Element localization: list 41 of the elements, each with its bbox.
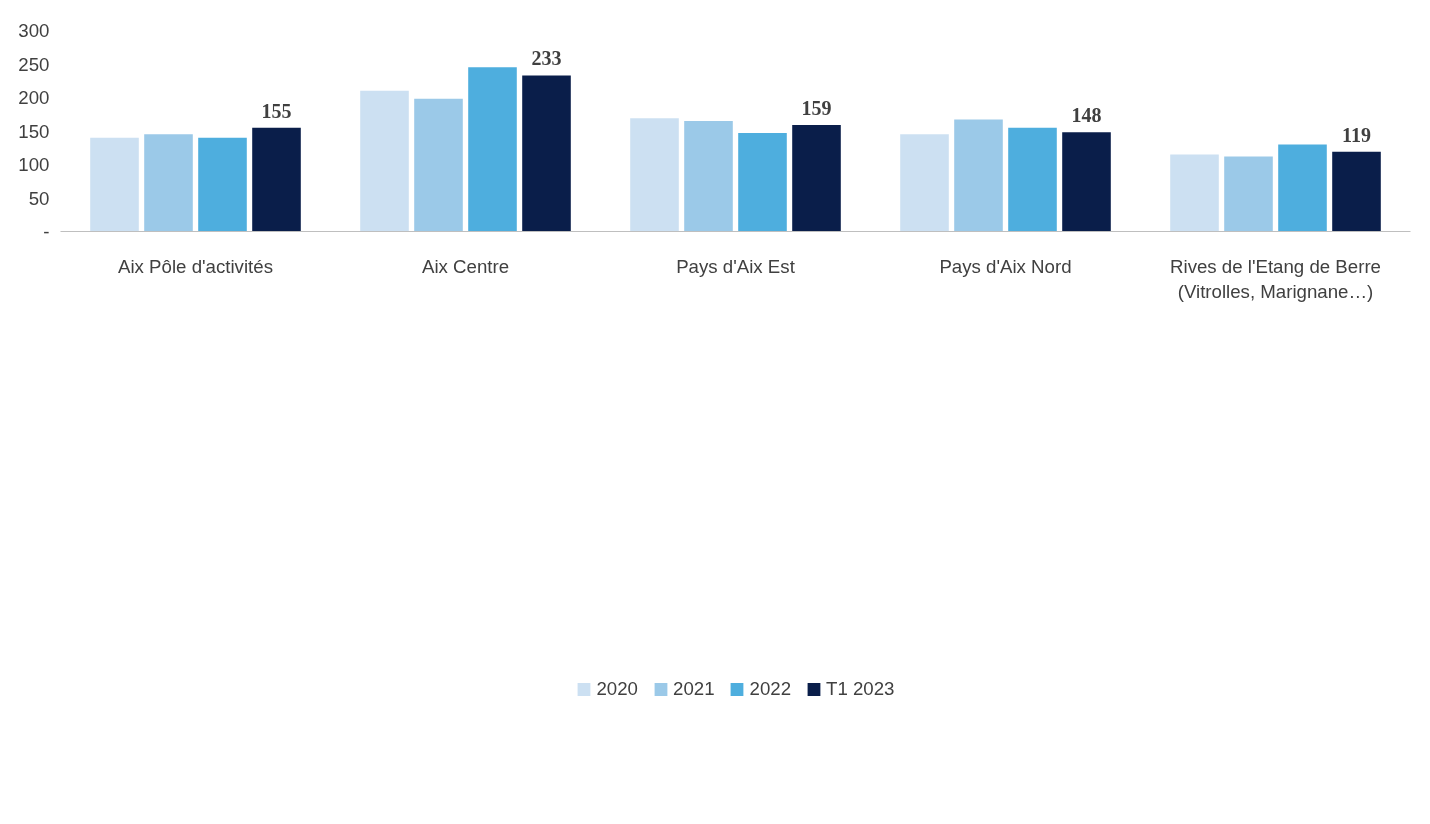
bar <box>684 120 733 232</box>
bar <box>954 119 1003 232</box>
x-tick-label: Aix Pôle d'activités <box>118 255 273 277</box>
legend-label: 2022 <box>749 677 792 700</box>
y-tick-label: - <box>43 221 50 242</box>
y-tick-label: 250 <box>18 53 50 75</box>
bar <box>522 75 571 232</box>
bar <box>414 98 463 232</box>
data-label: 119 <box>1342 123 1371 146</box>
x-tick-label: Rives de l'Etang de Berre (Vitrolles, Marignane…) <box>1170 255 1381 302</box>
y-tick-label: 150 <box>18 120 50 142</box>
legend-label: 2021 <box>673 677 715 700</box>
legend-label: T1 2023 <box>826 677 895 700</box>
bar <box>738 133 787 232</box>
y-tick-label: 300 <box>18 20 50 41</box>
data-label: 155 <box>261 99 292 122</box>
bar <box>90 137 139 232</box>
legend-label: 2020 <box>596 677 639 700</box>
bar <box>630 118 679 232</box>
bar <box>1008 127 1057 232</box>
bar <box>1224 156 1273 232</box>
bar <box>252 127 301 232</box>
x-tick-label: Pays d'Aix Nord <box>939 255 1072 277</box>
bar <box>792 124 841 232</box>
bar <box>144 134 193 232</box>
data-label: 159 <box>801 96 832 119</box>
bar <box>1170 154 1219 232</box>
x-tick-label: Aix Centre <box>421 255 510 277</box>
bar <box>360 90 409 232</box>
data-label: 148 <box>1071 104 1102 127</box>
x-tick-label: Pays d'Aix Est <box>676 255 796 277</box>
bar <box>1332 151 1381 232</box>
bar <box>900 134 949 232</box>
bar <box>1062 132 1111 232</box>
y-tick-label: 50 <box>28 187 50 209</box>
bar <box>1278 144 1327 232</box>
data-label: 233 <box>531 47 562 70</box>
bar <box>468 67 517 232</box>
y-tick-label: 200 <box>18 87 50 108</box>
bar <box>198 137 247 232</box>
y-tick-label: 100 <box>18 154 50 175</box>
